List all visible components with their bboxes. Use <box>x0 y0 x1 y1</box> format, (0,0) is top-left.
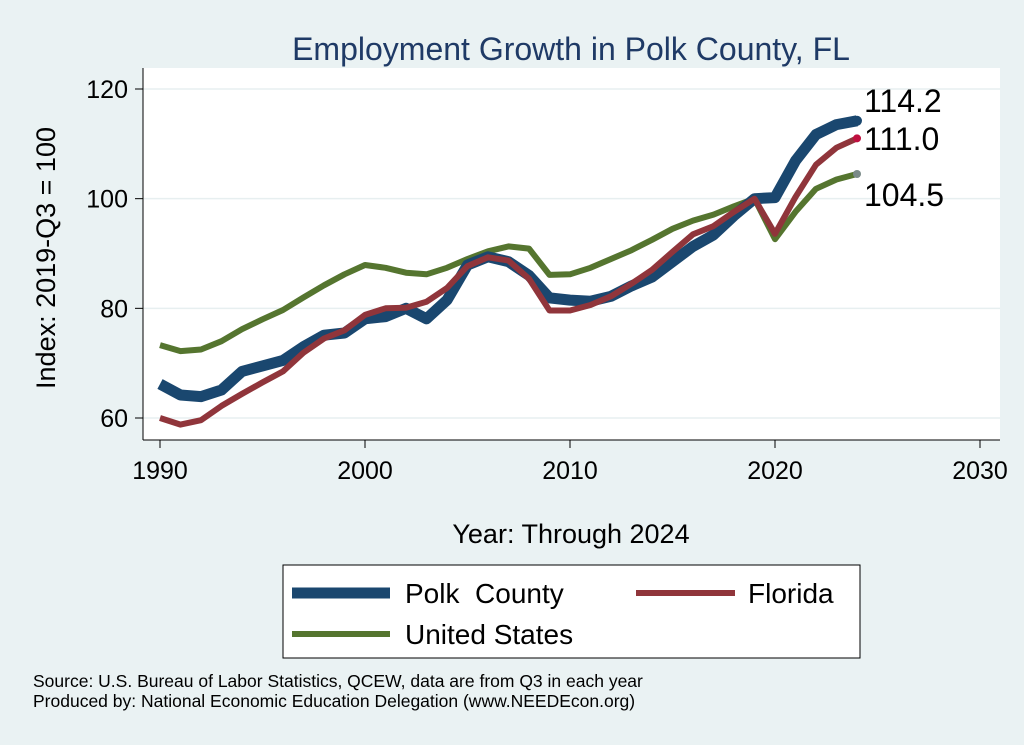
legend: Polk County Florida United States <box>282 564 861 659</box>
legend-box <box>282 564 861 659</box>
footer: Source: U.S. Bureau of Labor Statistics,… <box>33 671 643 711</box>
end-marker-1 <box>853 134 861 143</box>
series-lines <box>157 115 859 428</box>
chart-title: Employment Growth in Polk County, FL <box>292 31 850 67</box>
legend-label-2: United States <box>405 619 573 650</box>
x-tick-label-1990: 1990 <box>132 457 188 485</box>
y-tick-label-100: 100 <box>86 186 128 214</box>
ticks: 60 80 100 120 1990 2000 2010 2020 2030 <box>86 76 1008 485</box>
end-marker-2 <box>853 169 861 178</box>
x-tick-label-2030: 2030 <box>952 457 1008 485</box>
chart-figure: Employment Growth in Polk County, FL 60 8… <box>31 31 1008 659</box>
plot-area <box>143 68 1000 440</box>
legend-label-0: Polk County <box>405 578 564 609</box>
end-label-1: 111.0 <box>864 121 939 157</box>
y-tick-label-80: 80 <box>100 295 128 323</box>
x-tick-label-2000: 2000 <box>337 457 393 485</box>
y-tick-label-120: 120 <box>86 76 128 104</box>
x-axis-label: Year: Through 2024 <box>452 519 689 549</box>
produced-by-note: Produced by: National Economic Education… <box>33 691 636 711</box>
end-markers <box>852 115 862 178</box>
end-label-2: 104.5 <box>864 177 944 213</box>
source-note: Source: U.S. Bureau of Labor Statistics,… <box>33 671 643 691</box>
axes <box>142 68 1000 441</box>
legend-label-1: Florida <box>748 578 834 609</box>
y-axis-label: Index: 2019-Q3 = 100 <box>31 127 61 389</box>
x-tick-label-2010: 2010 <box>542 457 598 485</box>
series-line-1 <box>159 135 859 428</box>
y-tick-label-60: 60 <box>100 405 128 433</box>
legend-items: Polk County Florida United States <box>292 578 834 650</box>
end-marker-0 <box>852 115 862 126</box>
x-tick-label-2020: 2020 <box>747 457 803 485</box>
end-label-0: 114.2 <box>864 83 942 119</box>
